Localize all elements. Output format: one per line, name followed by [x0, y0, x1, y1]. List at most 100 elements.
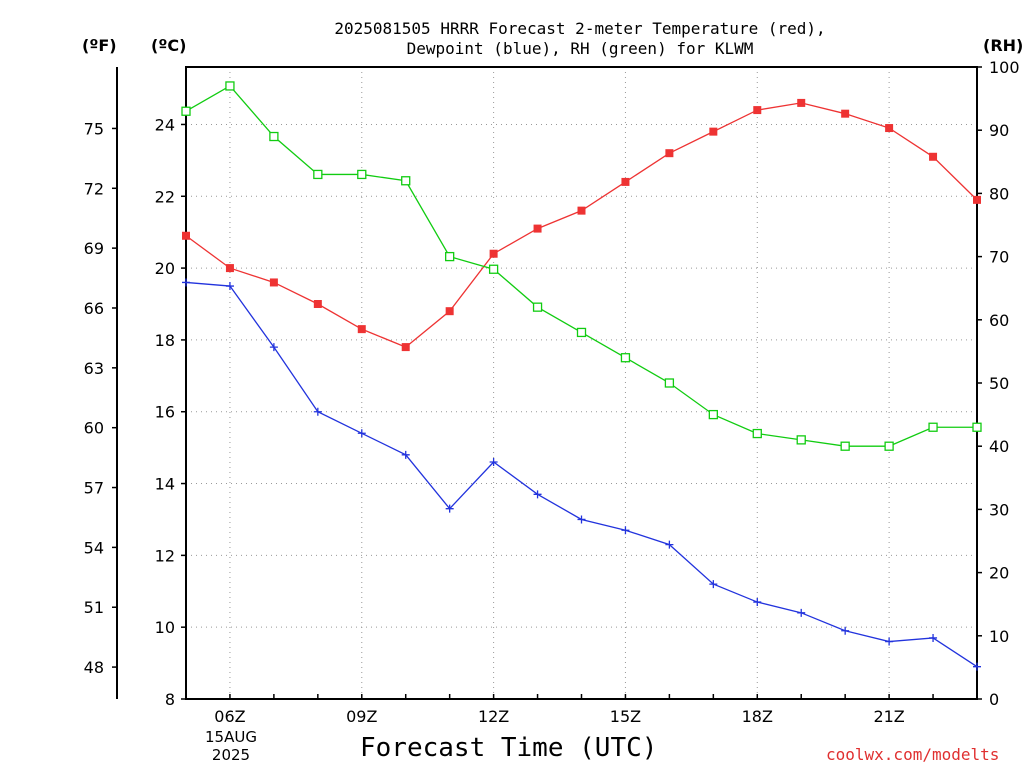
- rh-point: [269, 131, 279, 142]
- date-label-day: 15AUG: [205, 728, 257, 746]
- x-tick-label: 12Z: [478, 707, 509, 726]
- rh-tick-label: 100: [989, 58, 1020, 77]
- temperature-point: [753, 106, 762, 115]
- temperature-point: [665, 149, 674, 158]
- dewpoint-point: [313, 407, 322, 416]
- rh-tick-label: 80: [989, 184, 1009, 203]
- rh-point: [576, 327, 587, 338]
- temperature-point: [841, 109, 850, 118]
- temperature-line: [185, 102, 978, 348]
- rh-point: [884, 441, 894, 451]
- rh-unit-label: (RH): [983, 36, 1024, 55]
- dewpoint-point: [357, 429, 366, 438]
- fahrenheit-tick-label: 60: [84, 419, 104, 438]
- temperature-point: [489, 249, 498, 258]
- dewpoint-point: [841, 626, 850, 635]
- celsius-tick-label: 14: [155, 475, 175, 494]
- rh-tick-label: 50: [989, 374, 1009, 393]
- fahrenheit-tick-label: 57: [84, 479, 104, 498]
- rh-point: [313, 169, 323, 180]
- rh-point: [708, 409, 718, 420]
- temperature-point: [797, 98, 806, 107]
- dewpoint-point: [182, 278, 190, 287]
- fahrenheit-tick-label: 51: [84, 598, 104, 617]
- celsius-tick-label: 12: [155, 546, 175, 565]
- dewpoint-point: [401, 450, 410, 459]
- x-tick-label: 21Z: [873, 707, 904, 726]
- dewpoint-point: [445, 504, 454, 513]
- celsius-tick-label: 18: [155, 331, 175, 350]
- fahrenheit-unit-label: (ºF): [82, 36, 117, 55]
- dewpoint-point: [225, 282, 234, 291]
- temperature-point: [973, 195, 981, 204]
- date-label-year: 2025: [211, 746, 251, 764]
- dewpoint-point: [489, 458, 498, 466]
- celsius-tick-label: 10: [155, 618, 175, 637]
- temperature-point: [225, 264, 234, 273]
- chart-title-line-1: 2025081505 HRRR Forecast 2-meter Tempera…: [334, 19, 826, 38]
- x-tick-label: 18Z: [742, 707, 773, 726]
- celsius-tick-label: 16: [155, 403, 175, 422]
- x-tick-label: 06Z: [214, 707, 245, 726]
- dewpoint-point: [885, 637, 894, 646]
- dewpoint-point: [621, 526, 630, 535]
- rh-point: [840, 441, 850, 451]
- dewpoint-point: [533, 490, 542, 499]
- fahrenheit-tick-label: 69: [84, 239, 104, 258]
- fahrenheit-tick-label: 48: [84, 658, 104, 677]
- rh-point: [752, 428, 762, 439]
- temperature-point: [357, 325, 366, 334]
- x-axis-title: Forecast Time (UTC): [360, 733, 658, 763]
- rh-point: [181, 106, 191, 116]
- temperature-point: [401, 343, 410, 352]
- temperature-point: [885, 124, 894, 133]
- rh-tick-label: 60: [989, 311, 1009, 330]
- rh-tick-label: 30: [989, 500, 1009, 519]
- dewpoint-point: [709, 580, 718, 589]
- rh-tick-label: 0: [989, 690, 999, 709]
- rh-point: [225, 81, 235, 91]
- plot-frame: [185, 66, 978, 700]
- rh-tick-label: 10: [989, 627, 1009, 646]
- credit-text: coolwx.com/modelts: [826, 745, 1000, 764]
- temperature-point: [269, 278, 278, 287]
- rh-tick-label: 90: [989, 121, 1009, 140]
- x-tick-label: 09Z: [346, 707, 377, 726]
- temperature-point: [709, 127, 718, 136]
- celsius-tick-label: 22: [155, 187, 175, 206]
- fahrenheit-tick-label: 63: [84, 359, 104, 378]
- temperature-point: [621, 177, 630, 186]
- rh-tick-label: 40: [989, 437, 1009, 456]
- dewpoint-point: [929, 633, 938, 642]
- rh-tick-label: 20: [989, 564, 1009, 583]
- x-tick-label: 15Z: [610, 707, 641, 726]
- celsius-tick-label: 8: [165, 690, 175, 709]
- rh-point: [664, 378, 675, 388]
- dewpoint-point: [665, 540, 674, 549]
- temperature-point: [929, 152, 938, 161]
- celsius-tick-label: 20: [155, 259, 175, 278]
- temperature-point: [182, 231, 190, 240]
- fahrenheit-tick-label: 66: [84, 299, 104, 318]
- rh-point: [532, 302, 543, 312]
- celsius-unit-label: (ºC): [151, 36, 187, 55]
- fahrenheit-tick-label: 54: [84, 538, 104, 557]
- rh-point: [972, 422, 982, 432]
- rh-point: [445, 251, 455, 262]
- dewpoint-point: [753, 598, 762, 607]
- temperature-point: [533, 224, 542, 233]
- rh-point: [357, 169, 367, 180]
- dewpoint-point: [797, 608, 806, 617]
- temperature-point: [577, 206, 586, 215]
- chart-title-line-2: Dewpoint (blue), RH (green) for KLWM: [406, 39, 754, 58]
- temperature-point: [313, 300, 322, 308]
- rh-point: [488, 264, 499, 274]
- fahrenheit-tick-label: 75: [84, 119, 104, 138]
- rh-point: [928, 422, 938, 432]
- rh-point: [401, 176, 411, 186]
- fahrenheit-tick-label: 72: [84, 179, 104, 198]
- dewpoint-point: [269, 343, 278, 352]
- dewpoint-point: [577, 515, 586, 524]
- rh-point: [620, 353, 631, 363]
